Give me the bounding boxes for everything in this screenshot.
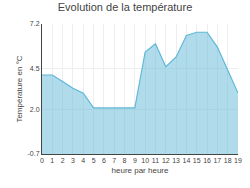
svg-text:Température en °C: Température en °C (15, 55, 24, 122)
svg-text:5: 5 (92, 157, 96, 164)
svg-text:0: 0 (40, 157, 44, 164)
svg-text:18: 18 (224, 157, 232, 164)
svg-text:19: 19 (234, 157, 242, 164)
svg-text:2.0: 2.0 (30, 106, 40, 113)
svg-text:12: 12 (162, 157, 170, 164)
svg-text:1: 1 (50, 157, 54, 164)
svg-text:3: 3 (71, 157, 75, 164)
svg-text:11: 11 (152, 157, 159, 164)
svg-text:17: 17 (213, 157, 221, 164)
svg-text:heure par heure: heure par heure (112, 166, 169, 175)
svg-text:8: 8 (123, 157, 127, 164)
svg-text:7.2: 7.2 (30, 20, 40, 27)
svg-text:14: 14 (183, 157, 191, 164)
svg-text:4.5: 4.5 (30, 65, 40, 72)
svg-text:10: 10 (141, 157, 149, 164)
svg-text:7: 7 (112, 157, 116, 164)
svg-text:-0.7: -0.7 (28, 150, 40, 157)
svg-text:4: 4 (81, 157, 85, 164)
svg-text:15: 15 (193, 157, 201, 164)
svg-text:Evolution de la température: Evolution de la température (58, 1, 193, 13)
svg-text:2: 2 (61, 157, 65, 164)
svg-text:9: 9 (133, 157, 137, 164)
svg-text:13: 13 (172, 157, 180, 164)
svg-text:16: 16 (203, 157, 211, 164)
svg-text:6: 6 (102, 157, 106, 164)
